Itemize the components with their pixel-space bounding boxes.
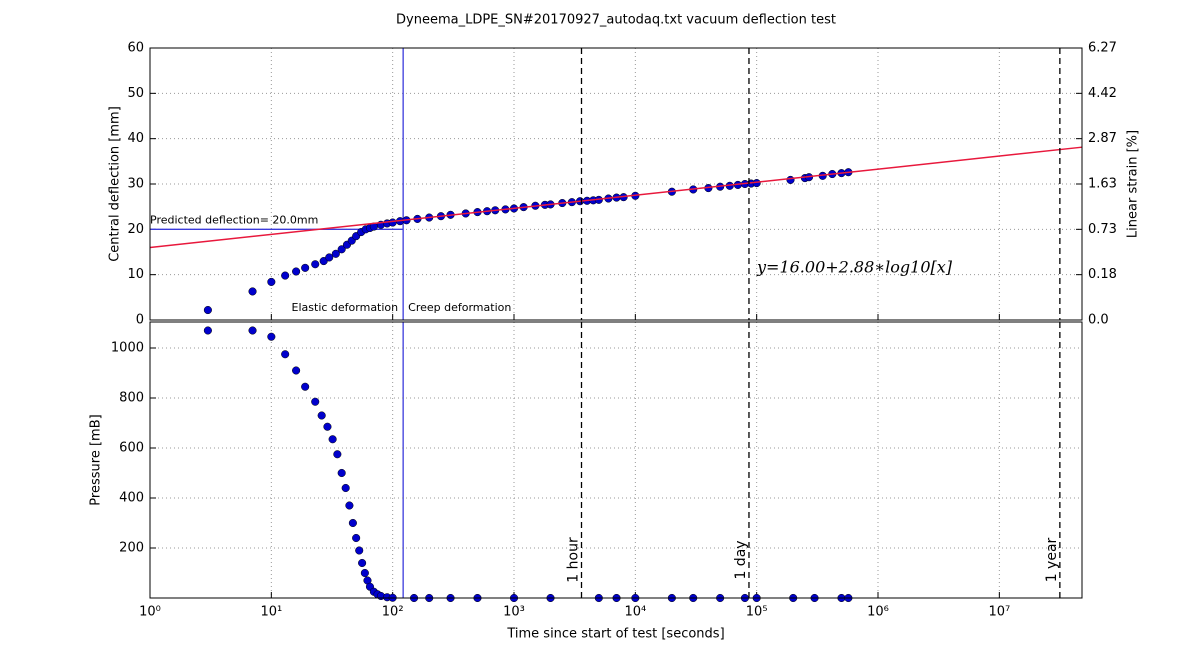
point	[328, 435, 337, 444]
point	[331, 249, 340, 258]
plot-frame	[149, 321, 1083, 599]
chart-title: Dyneema_LDPE_SN#20170927_autodaq.txt vac…	[396, 13, 836, 28]
point	[325, 253, 334, 262]
marker-label: 1 day	[733, 540, 749, 579]
x-tick-label: 10³	[503, 605, 525, 620]
y2-tick-label: 2.87	[1088, 131, 1117, 146]
marker-label: 1 hour	[566, 537, 582, 583]
point	[292, 366, 301, 375]
point	[292, 267, 301, 276]
annotation: Creep deformation	[408, 301, 511, 314]
x-tick-label: 10⁷	[988, 605, 1010, 620]
point	[317, 411, 326, 420]
point	[352, 533, 361, 543]
x-tick-label: 10⁵	[746, 605, 768, 620]
y-tick-label: 60	[127, 41, 144, 56]
plot-frame	[149, 47, 1083, 321]
x-axis-label: Time since start of test [seconds]	[506, 627, 724, 642]
point	[203, 326, 212, 335]
y-axis-label: Pressure [mB]	[89, 414, 104, 505]
point	[333, 450, 342, 459]
y-tick-label: 30	[127, 177, 144, 192]
point	[267, 332, 276, 341]
point	[341, 483, 350, 493]
y-tick-label: 50	[127, 86, 144, 101]
x-tick-label: 10²	[382, 605, 404, 620]
point	[248, 287, 257, 296]
x-tick-label: 10⁴	[624, 605, 646, 620]
point	[786, 175, 795, 184]
y-tick-label: 40	[127, 131, 144, 146]
point	[323, 422, 332, 431]
point	[203, 305, 212, 315]
point	[311, 397, 320, 406]
equation: y=16.00+2.88∗log10[x]	[756, 258, 953, 277]
point	[301, 263, 310, 272]
point	[301, 382, 310, 391]
y-tick-label: 600	[119, 441, 144, 456]
y-tick-label: 200	[119, 541, 144, 556]
x-tick-label: 10⁰	[139, 605, 161, 620]
y-tick-label: 20	[127, 222, 144, 237]
x-tick-label: 10⁶	[867, 605, 889, 620]
point	[355, 546, 364, 555]
marker-label: 1 year	[1044, 537, 1060, 582]
y-axis-label: Central deflection [mm]	[108, 106, 123, 262]
annotation: Predicted deflection= 20.0mm	[150, 213, 318, 226]
point	[248, 326, 257, 335]
point	[388, 218, 397, 227]
point	[337, 468, 346, 478]
point	[360, 568, 369, 578]
point	[267, 277, 276, 286]
y2-tick-label: 0.73	[1088, 222, 1117, 237]
point	[358, 558, 367, 568]
point	[337, 245, 346, 254]
annotation: Elastic deformation	[292, 301, 399, 314]
point	[281, 271, 290, 280]
y2-axis-label: Linear strain [%]	[1126, 130, 1141, 238]
point	[345, 501, 354, 510]
y-tick-label: 0	[136, 313, 144, 328]
y2-tick-label: 0.18	[1088, 267, 1117, 282]
y-tick-label: 800	[119, 391, 144, 406]
fit-line	[149, 146, 1083, 249]
point	[311, 260, 320, 269]
point	[281, 350, 290, 359]
y2-tick-label: 4.42	[1088, 86, 1117, 101]
x-tick-label: 10¹	[260, 605, 282, 620]
y-tick-label: 10	[127, 267, 144, 282]
y2-tick-label: 6.27	[1088, 41, 1117, 56]
y-tick-label: 1000	[111, 341, 144, 356]
point	[348, 518, 357, 528]
y2-tick-label: 0.0	[1088, 313, 1109, 328]
y2-tick-label: 1.63	[1088, 177, 1117, 192]
y-tick-label: 400	[119, 491, 144, 506]
